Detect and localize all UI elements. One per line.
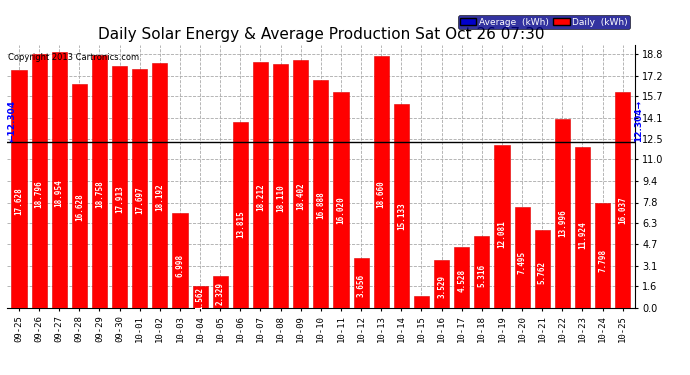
Text: 13.996: 13.996: [558, 209, 567, 237]
Bar: [253, 62, 268, 308]
Text: 4.528: 4.528: [457, 268, 466, 292]
Text: 16.628: 16.628: [75, 193, 84, 220]
Text: ←12.304: ←12.304: [8, 100, 17, 142]
Bar: [172, 213, 188, 308]
Text: 7.495: 7.495: [518, 251, 526, 274]
Text: 18.212: 18.212: [256, 183, 265, 211]
Text: 16.037: 16.037: [618, 196, 627, 224]
Text: 5.316: 5.316: [477, 264, 486, 287]
Bar: [474, 236, 489, 308]
Bar: [374, 56, 388, 308]
Text: 3.529: 3.529: [437, 274, 446, 298]
Bar: [515, 207, 530, 308]
Text: 13.815: 13.815: [236, 210, 245, 238]
Text: 6.998: 6.998: [175, 254, 184, 277]
Bar: [32, 54, 47, 307]
Bar: [353, 258, 368, 308]
Text: 17.628: 17.628: [14, 187, 23, 214]
Bar: [615, 92, 630, 308]
Text: 18.402: 18.402: [296, 182, 305, 210]
Text: 16.888: 16.888: [316, 191, 326, 219]
Text: 17.913: 17.913: [115, 185, 124, 213]
Bar: [535, 230, 550, 308]
Bar: [193, 286, 208, 308]
Text: 18.110: 18.110: [276, 184, 285, 211]
Text: 7.798: 7.798: [598, 249, 607, 272]
Bar: [434, 260, 449, 308]
Text: 18.796: 18.796: [34, 180, 43, 207]
Bar: [132, 69, 147, 308]
Bar: [394, 104, 409, 308]
Text: 2.329: 2.329: [216, 282, 225, 305]
Text: 18.954: 18.954: [55, 179, 63, 207]
Bar: [273, 64, 288, 308]
Bar: [454, 246, 469, 308]
Text: 12.304→: 12.304→: [634, 100, 643, 142]
Legend: Average  (kWh), Daily  (kWh): Average (kWh), Daily (kWh): [458, 15, 630, 29]
Bar: [92, 55, 107, 308]
Text: 11.924: 11.924: [578, 221, 587, 249]
Bar: [313, 80, 328, 308]
Bar: [213, 276, 228, 308]
Text: Copyright 2013 Cartronics.com: Copyright 2013 Cartronics.com: [8, 53, 139, 62]
Text: 18.758: 18.758: [95, 180, 104, 208]
Bar: [233, 122, 248, 308]
Bar: [152, 63, 168, 308]
Text: 3.656: 3.656: [357, 274, 366, 297]
Bar: [52, 53, 67, 308]
Text: 16.020: 16.020: [337, 196, 346, 224]
Bar: [112, 66, 127, 308]
Text: 5.762: 5.762: [538, 261, 546, 284]
Text: 17.697: 17.697: [135, 186, 144, 214]
Bar: [595, 202, 610, 308]
Bar: [72, 84, 87, 308]
Bar: [414, 296, 429, 307]
Bar: [333, 92, 348, 308]
Title: Daily Solar Energy & Average Production Sat Oct 26 07:30: Daily Solar Energy & Average Production …: [97, 27, 544, 42]
Bar: [575, 147, 590, 308]
Bar: [555, 119, 570, 308]
Bar: [293, 60, 308, 308]
Text: 15.133: 15.133: [397, 202, 406, 230]
Text: 12.081: 12.081: [497, 220, 506, 248]
Text: 18.660: 18.660: [377, 181, 386, 209]
Text: 1.562: 1.562: [195, 286, 205, 310]
Bar: [12, 70, 26, 308]
Bar: [495, 145, 509, 308]
Text: 18.192: 18.192: [155, 183, 164, 211]
